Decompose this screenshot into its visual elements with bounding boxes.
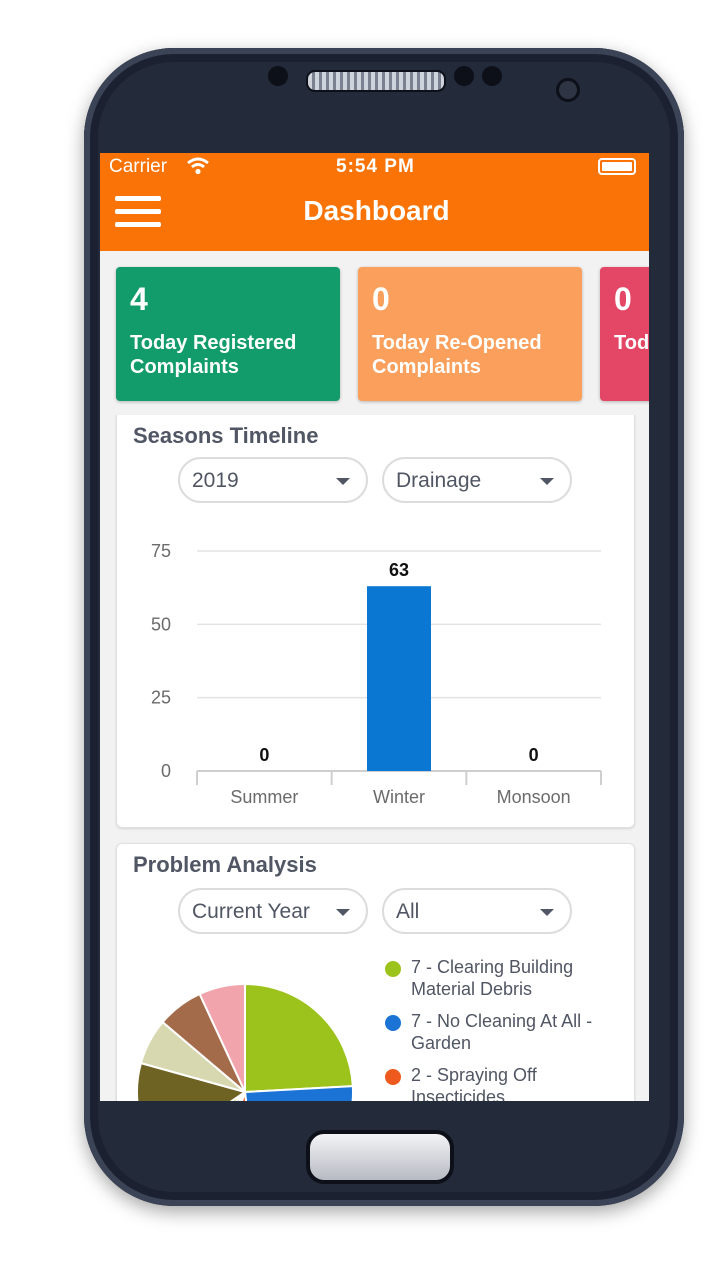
bar [367,586,431,771]
problem-pie-chart [136,982,354,1101]
stat-label: Today Re-Opened Complaints [372,332,542,378]
stat-card-reopened[interactable]: 0 Today Re-Opened Complaints [358,267,582,401]
period-dropdown-value: Current Year [192,900,310,923]
panel-title: Seasons Timeline [133,423,319,448]
sensor-icon [482,66,502,86]
stat-count: 0 [614,281,632,317]
menu-icon[interactable] [115,194,161,230]
battery-icon [598,158,636,175]
bar-data-label: 0 [259,745,269,765]
legend-dot [385,1069,401,1085]
stat-label: Today Complaints [614,332,649,354]
filter-dropdown[interactable]: All [382,888,572,934]
seasons-timeline-panel: Seasons Timeline 2019 Drainage 0 25 50 75 0 S… [116,415,635,828]
y-tick-label: 25 [151,688,171,708]
chevron-down-icon [540,909,554,916]
problem-analysis-panel: Problem Analysis Current Year All 7 - Cl… [116,843,635,1101]
stat-card-third[interactable]: 0 Today Complaints [600,267,649,401]
period-dropdown[interactable]: Current Year [178,888,368,934]
year-dropdown[interactable]: 2019 [178,457,368,503]
seasons-bar-chart: 0 25 50 75 0 Summer 63 Winter 0 Monsoon [151,541,602,807]
filter-dropdown-value: All [396,900,420,923]
home-button[interactable] [306,1130,454,1184]
panel-title: Problem Analysis [133,852,317,877]
y-tick-label: 75 [151,541,171,561]
carrier-label: Carrier [109,156,168,177]
year-dropdown-value: 2019 [192,469,239,492]
page-title: Dashboard [303,195,450,226]
earpiece-speaker [306,70,446,92]
app-bar: Dashboard [100,181,649,251]
stat-card-registered[interactable]: 4 Today Registered Complaints [116,267,340,401]
camera-lens-icon [556,78,580,102]
legend-label: 2 - Spraying Off Insecticides [411,1065,537,1101]
chevron-down-icon [540,478,554,485]
y-tick-label: 0 [161,761,171,781]
category-dropdown-value: Drainage [396,469,482,492]
status-bar: Carrier 5:54 PM [100,153,649,181]
pie-slice[interactable] [244,982,354,1094]
stat-count: 0 [372,281,390,317]
stat-label: Today Registered Complaints [130,332,297,378]
pie-slice[interactable] [136,1061,248,1101]
legend-dot [385,961,401,977]
x-tick-label: Winter [373,787,425,807]
x-tick-label: Summer [230,787,298,807]
bar-data-label: 0 [529,745,539,765]
app-screen: Carrier 5:54 PM Dashboard 4 Today Regist… [100,153,649,1101]
stat-count: 4 [130,281,148,317]
pie-slice[interactable] [243,1085,354,1101]
sensor-icon [454,66,474,86]
front-camera-icon [268,66,288,86]
y-tick-label: 50 [151,614,171,634]
wifi-icon [187,157,209,175]
legend-dot [385,1015,401,1031]
legend-label: 7 - No Cleaning At All - Garden [411,1011,593,1053]
category-dropdown[interactable]: Drainage [382,457,572,503]
chevron-down-icon [336,909,350,916]
pie-slice[interactable] [198,982,246,1093]
x-tick-label: Monsoon [497,787,571,807]
legend-label: 7 - Clearing Building Material Debris [411,957,574,999]
chevron-down-icon [336,478,350,485]
bar-data-label: 63 [389,560,409,580]
clock: 5:54 PM [336,156,415,177]
